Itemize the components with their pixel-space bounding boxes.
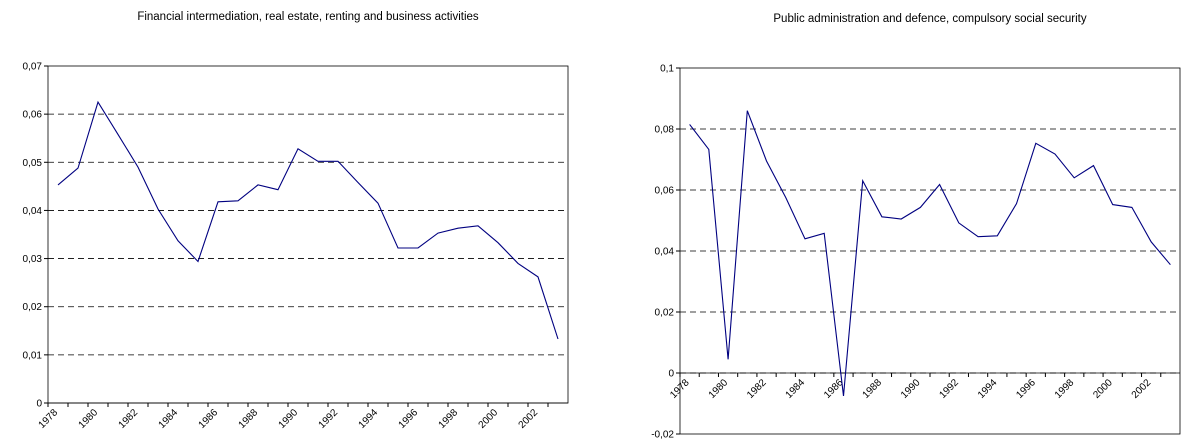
x-tick-label: 1992 xyxy=(317,407,341,431)
x-tick-label: 1988 xyxy=(237,407,261,431)
x-tick-label: 1996 xyxy=(397,407,421,431)
y-tick-label: 0,06 xyxy=(655,186,675,197)
y-tick-label: 0,06 xyxy=(23,110,43,121)
y-tick-label: -0,02 xyxy=(651,430,674,439)
y-tick-label: 0,04 xyxy=(655,247,675,258)
y-tick-label: 0,07 xyxy=(23,62,43,73)
x-tick-label: 1990 xyxy=(277,407,301,431)
x-tick-label: 1994 xyxy=(976,377,1000,401)
x-tick-label: 1992 xyxy=(937,377,961,401)
x-tick-label: 1982 xyxy=(745,377,769,401)
y-tick-label: 0,04 xyxy=(23,206,43,217)
x-tick-label: 1980 xyxy=(77,407,101,431)
data-line xyxy=(689,110,1171,396)
y-tick-label: 0,02 xyxy=(655,308,675,319)
plot-frame xyxy=(679,67,1181,435)
x-tick-label: 1998 xyxy=(1053,377,1077,401)
y-tick-label: 0 xyxy=(668,369,674,380)
y-tick-label: 0,03 xyxy=(23,254,43,265)
chart-title: Financial intermediation, real estate, r… xyxy=(137,11,479,23)
x-tick-label: 1998 xyxy=(437,407,461,431)
y-tick-label: 0,1 xyxy=(660,64,674,75)
plot-frame xyxy=(47,65,569,404)
data-line xyxy=(57,100,559,340)
x-tick-label: 2000 xyxy=(1091,377,1115,401)
y-tick-label: 0,01 xyxy=(23,350,43,361)
x-tick-label: 1994 xyxy=(357,407,381,431)
x-tick-label: 1988 xyxy=(861,377,885,401)
y-tick-label: 0,05 xyxy=(23,158,43,169)
x-tick-label: 2002 xyxy=(1130,377,1154,401)
x-tick-label: 1982 xyxy=(117,407,141,431)
x-tick-label: 2002 xyxy=(517,407,541,431)
x-tick-label: 1986 xyxy=(197,407,221,431)
y-tick-label: 0,02 xyxy=(23,302,43,313)
chart-title: Public administration and defence, compu… xyxy=(773,13,1086,25)
x-tick-label: 1980 xyxy=(707,377,731,401)
x-tick-label: 1996 xyxy=(1014,377,1038,401)
x-tick-label: 1978 xyxy=(37,407,61,431)
x-tick-label: 1984 xyxy=(784,377,808,401)
x-tick-label: 1990 xyxy=(899,377,923,401)
x-tick-label: 2000 xyxy=(477,407,501,431)
y-tick-label: 0,08 xyxy=(655,125,675,136)
y-tick-label: 0 xyxy=(36,399,42,410)
x-tick-label: 1984 xyxy=(157,407,181,431)
